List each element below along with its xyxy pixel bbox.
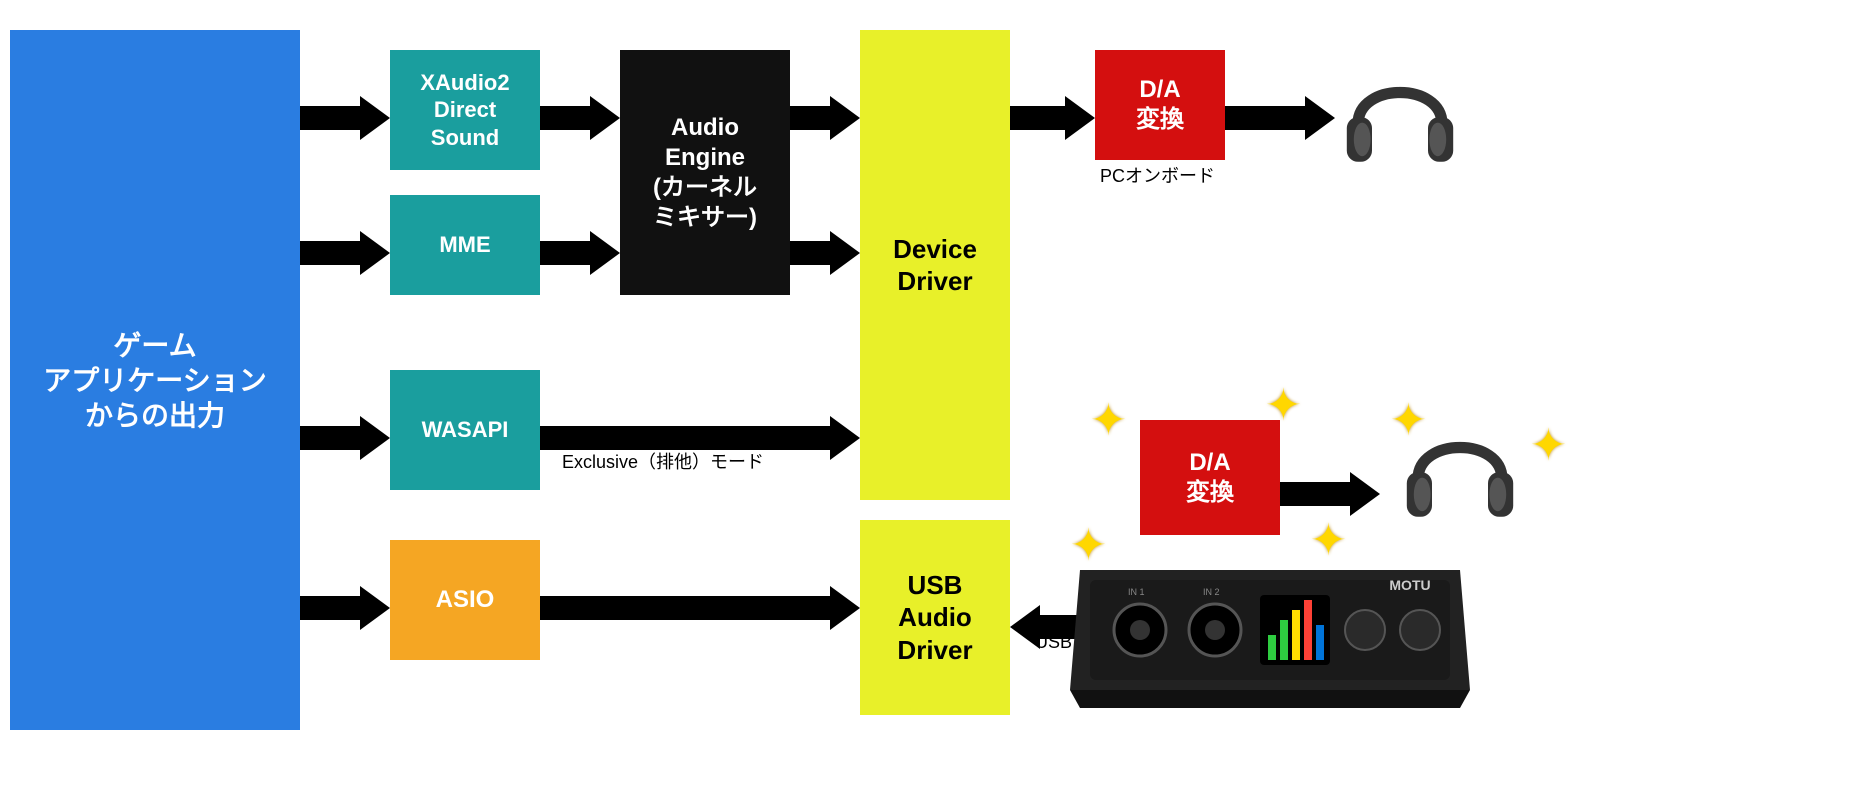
- arrow-2: [300, 416, 390, 460]
- node-wasapi: WASAPI: [390, 370, 540, 490]
- arrow-6: [790, 96, 860, 140]
- node-da2: D/A変換: [1140, 420, 1280, 535]
- arrow-5: [540, 231, 620, 275]
- arrow-3: [300, 586, 390, 630]
- audio-interface: MOTU IN 1 IN 2: [1070, 540, 1470, 715]
- arrow-7: [790, 231, 860, 275]
- node-usbdrv-line: USB: [908, 569, 963, 602]
- node-xaudio2: XAudio2DirectSound: [390, 50, 540, 170]
- node-usbdrv-line: Audio: [898, 601, 972, 634]
- arrow-9: [540, 586, 860, 630]
- node-devdrv: DeviceDriver: [860, 30, 1010, 500]
- node-da2-line: D/A: [1189, 448, 1230, 478]
- node-asio-line: ASIO: [436, 585, 495, 615]
- node-app-line: アプリケーション: [43, 363, 266, 398]
- arrow-12: [1280, 472, 1380, 516]
- headphone-0: [1330, 40, 1470, 185]
- node-engine-line: Engine: [665, 143, 745, 173]
- sparkle-icon: ✦: [1070, 520, 1107, 571]
- node-app: ゲームアプリケーションからの出力: [10, 30, 300, 730]
- label-excl: Exclusive（排他）モード: [562, 448, 764, 474]
- node-app-line: からの出力: [85, 398, 225, 433]
- arrow-10: [1010, 96, 1095, 140]
- arrow-0: [300, 96, 390, 140]
- sparkle-icon: ✦: [1390, 395, 1427, 446]
- node-devdrv-line: Driver: [897, 265, 972, 298]
- label-pcob: PCオンボード: [1100, 162, 1215, 188]
- node-mme: MME: [390, 195, 540, 295]
- node-xaudio2-line: XAudio2: [420, 69, 509, 97]
- node-devdrv-line: Device: [893, 233, 977, 266]
- motu-brand-text: MOTU: [1389, 577, 1430, 593]
- arrow-4: [540, 96, 620, 140]
- arrow-11: [1225, 96, 1335, 140]
- sparkle-icon: ✦: [1530, 420, 1567, 471]
- node-engine-line: Audio: [671, 113, 739, 143]
- node-usbdrv-line: Driver: [897, 634, 972, 667]
- svg-text:IN 2: IN 2: [1203, 587, 1220, 597]
- node-engine-line: ミキサー): [653, 203, 757, 233]
- sparkle-icon: ✦: [1265, 380, 1302, 431]
- node-da1-line: 変換: [1136, 105, 1184, 135]
- arrow-1: [300, 231, 390, 275]
- node-mme-line: MME: [439, 231, 490, 259]
- node-asio: ASIO: [390, 540, 540, 660]
- node-da1-line: D/A: [1139, 75, 1180, 105]
- node-wasapi-line: WASAPI: [422, 416, 509, 444]
- node-da1: D/A変換: [1095, 50, 1225, 160]
- sparkle-icon: ✦: [1310, 515, 1347, 566]
- label-usb: USB: [1035, 632, 1072, 653]
- node-xaudio2-line: Sound: [431, 124, 499, 152]
- node-app-line: ゲーム: [113, 328, 196, 363]
- node-engine-line: (カーネル: [653, 173, 757, 203]
- node-engine: AudioEngine(カーネルミキサー): [620, 50, 790, 295]
- sparkle-icon: ✦: [1090, 395, 1127, 446]
- node-xaudio2-line: Direct: [434, 96, 496, 124]
- headphone-icon: [1330, 40, 1470, 180]
- node-da2-line: 変換: [1186, 478, 1234, 508]
- svg-text:IN 1: IN 1: [1128, 587, 1145, 597]
- node-usbdrv: USBAudioDriver: [860, 520, 1010, 715]
